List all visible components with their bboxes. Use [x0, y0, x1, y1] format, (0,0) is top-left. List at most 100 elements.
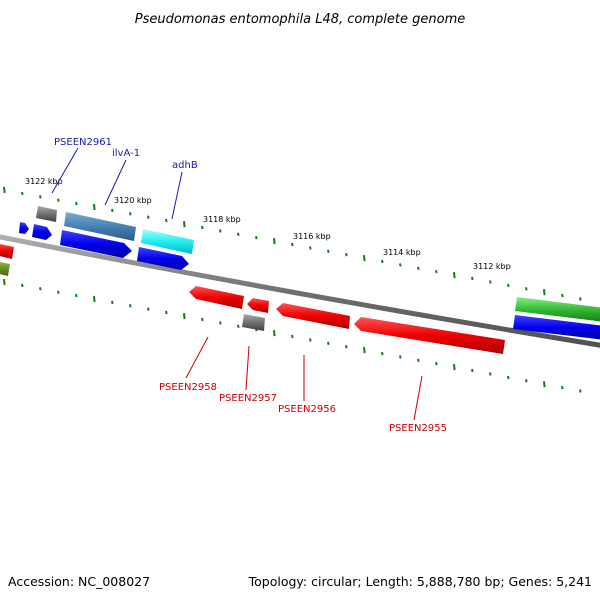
gene-blue-arrow-left[interactable]: [32, 224, 52, 240]
gene-pseen2956[interactable]: [276, 303, 350, 329]
minor-tick: [489, 280, 492, 284]
gene-pseen2957[interactable]: [242, 314, 265, 331]
leader-line: [171, 171, 183, 220]
tick-label: 3122 kbp: [25, 177, 63, 186]
gene-ilva-1[interactable]: [64, 212, 136, 241]
major-tick: [453, 272, 456, 279]
reverse-genes: [0, 243, 505, 354]
minor-tick: [57, 290, 60, 294]
minor-tick: [525, 287, 528, 291]
minor-tick: [291, 334, 294, 339]
minor-tick: [75, 293, 78, 298]
gene-label-pseen2961[interactable]: PSEEN2961: [54, 137, 112, 148]
gene-blue-arrow-long[interactable]: [60, 230, 132, 258]
leader-line: [245, 345, 250, 391]
minor-tick: [39, 195, 42, 199]
gene-label-pseen2955[interactable]: PSEEN2955: [389, 423, 447, 434]
major-tick: [183, 221, 186, 228]
gene-blue-arrow-small[interactable]: [19, 222, 29, 234]
map-title: Pseudomonas entomophila L48, complete ge…: [135, 12, 466, 27]
minor-tick: [255, 236, 258, 240]
minor-tick: [579, 297, 582, 301]
major-tick: [93, 203, 96, 211]
minor-tick: [309, 246, 312, 250]
minor-tick: [525, 379, 528, 383]
major-tick: [3, 186, 6, 194]
minor-tick: [381, 351, 384, 356]
minor-tick: [291, 242, 294, 247]
minor-tick: [561, 293, 564, 298]
minor-tick: [237, 232, 240, 236]
major-tick: [93, 295, 96, 303]
genome-summary-text: Topology: circular; Length: 5,888,780 bp…: [248, 574, 592, 589]
minor-tick: [57, 198, 60, 202]
minor-tick: [21, 191, 24, 196]
leader-line: [185, 336, 209, 379]
minor-tick: [237, 324, 240, 328]
gene-green-right[interactable]: [515, 297, 600, 322]
minor-tick: [507, 283, 510, 288]
minor-tick: [381, 259, 384, 264]
minor-tick: [417, 266, 420, 270]
gene-olive-left[interactable]: [0, 261, 10, 276]
accession-text: Accession: NC_008027: [8, 574, 150, 589]
tick-labels: 3122 kbp 3120 kbp 3118 kbp 3116 kbp 3114…: [25, 177, 511, 271]
major-tick: [453, 364, 456, 371]
minor-tick: [147, 215, 150, 219]
minor-tick: [435, 270, 438, 274]
gene-blue-right[interactable]: [513, 315, 600, 340]
tick-marks-outer: [3, 186, 582, 301]
gene-label-pseen2957[interactable]: PSEEN2957: [219, 393, 277, 404]
minor-tick: [435, 362, 438, 366]
tick-label: 3114 kbp: [383, 248, 421, 257]
major-tick: [543, 289, 546, 296]
major-tick: [3, 278, 6, 286]
reverse-gene-labels: PSEEN2958 PSEEN2957 PSEEN2956 PSEEN2955: [159, 336, 447, 434]
minor-tick: [75, 201, 78, 206]
major-tick: [183, 313, 186, 320]
gene-label-pseen2956[interactable]: PSEEN2956: [278, 404, 336, 415]
major-tick: [273, 330, 276, 337]
minor-tick: [417, 358, 420, 362]
gene-label-pseen2958[interactable]: PSEEN2958: [159, 382, 217, 393]
minor-tick: [327, 249, 330, 253]
gene-red-small[interactable]: [247, 298, 269, 313]
minor-tick: [471, 368, 474, 373]
leader-line: [51, 147, 79, 194]
minor-tick: [129, 212, 132, 216]
leader-line: [104, 159, 127, 206]
tick-label: 3120 kbp: [114, 196, 152, 205]
major-tick: [273, 238, 276, 245]
minor-tick: [165, 218, 168, 223]
gene-label-adhb[interactable]: adhB: [172, 160, 198, 171]
minor-tick: [147, 307, 150, 311]
gene-label-ilva-1[interactable]: ilvA-1: [112, 148, 140, 159]
forward-genes: [19, 206, 600, 340]
tick-label: 3118 kbp: [203, 215, 241, 224]
minor-tick: [21, 283, 24, 288]
gene-red-left[interactable]: [0, 243, 14, 259]
minor-tick: [129, 304, 132, 308]
minor-tick: [219, 229, 222, 233]
gene-blue-arrow-right[interactable]: [137, 247, 189, 270]
major-tick: [363, 255, 366, 262]
minor-tick: [111, 208, 114, 213]
minor-tick: [201, 225, 204, 230]
minor-tick: [309, 338, 312, 342]
major-tick: [363, 347, 366, 354]
genome-backbone: [0, 234, 600, 348]
gene-pseen2958[interactable]: [189, 286, 244, 309]
minor-tick: [111, 300, 114, 305]
minor-tick: [165, 310, 168, 315]
major-tick: [543, 381, 546, 388]
leader-line: [413, 375, 423, 421]
tick-label: 3116 kbp: [293, 232, 331, 241]
gene-pseen2955[interactable]: [354, 317, 505, 354]
minor-tick: [345, 345, 348, 349]
gene-adhb[interactable]: [141, 229, 194, 254]
minor-tick: [219, 321, 222, 325]
forward-gene-labels: PSEEN2961 ilvA-1 adhB: [51, 137, 198, 220]
gene-pseen2961[interactable]: [36, 206, 57, 222]
minor-tick: [345, 253, 348, 257]
